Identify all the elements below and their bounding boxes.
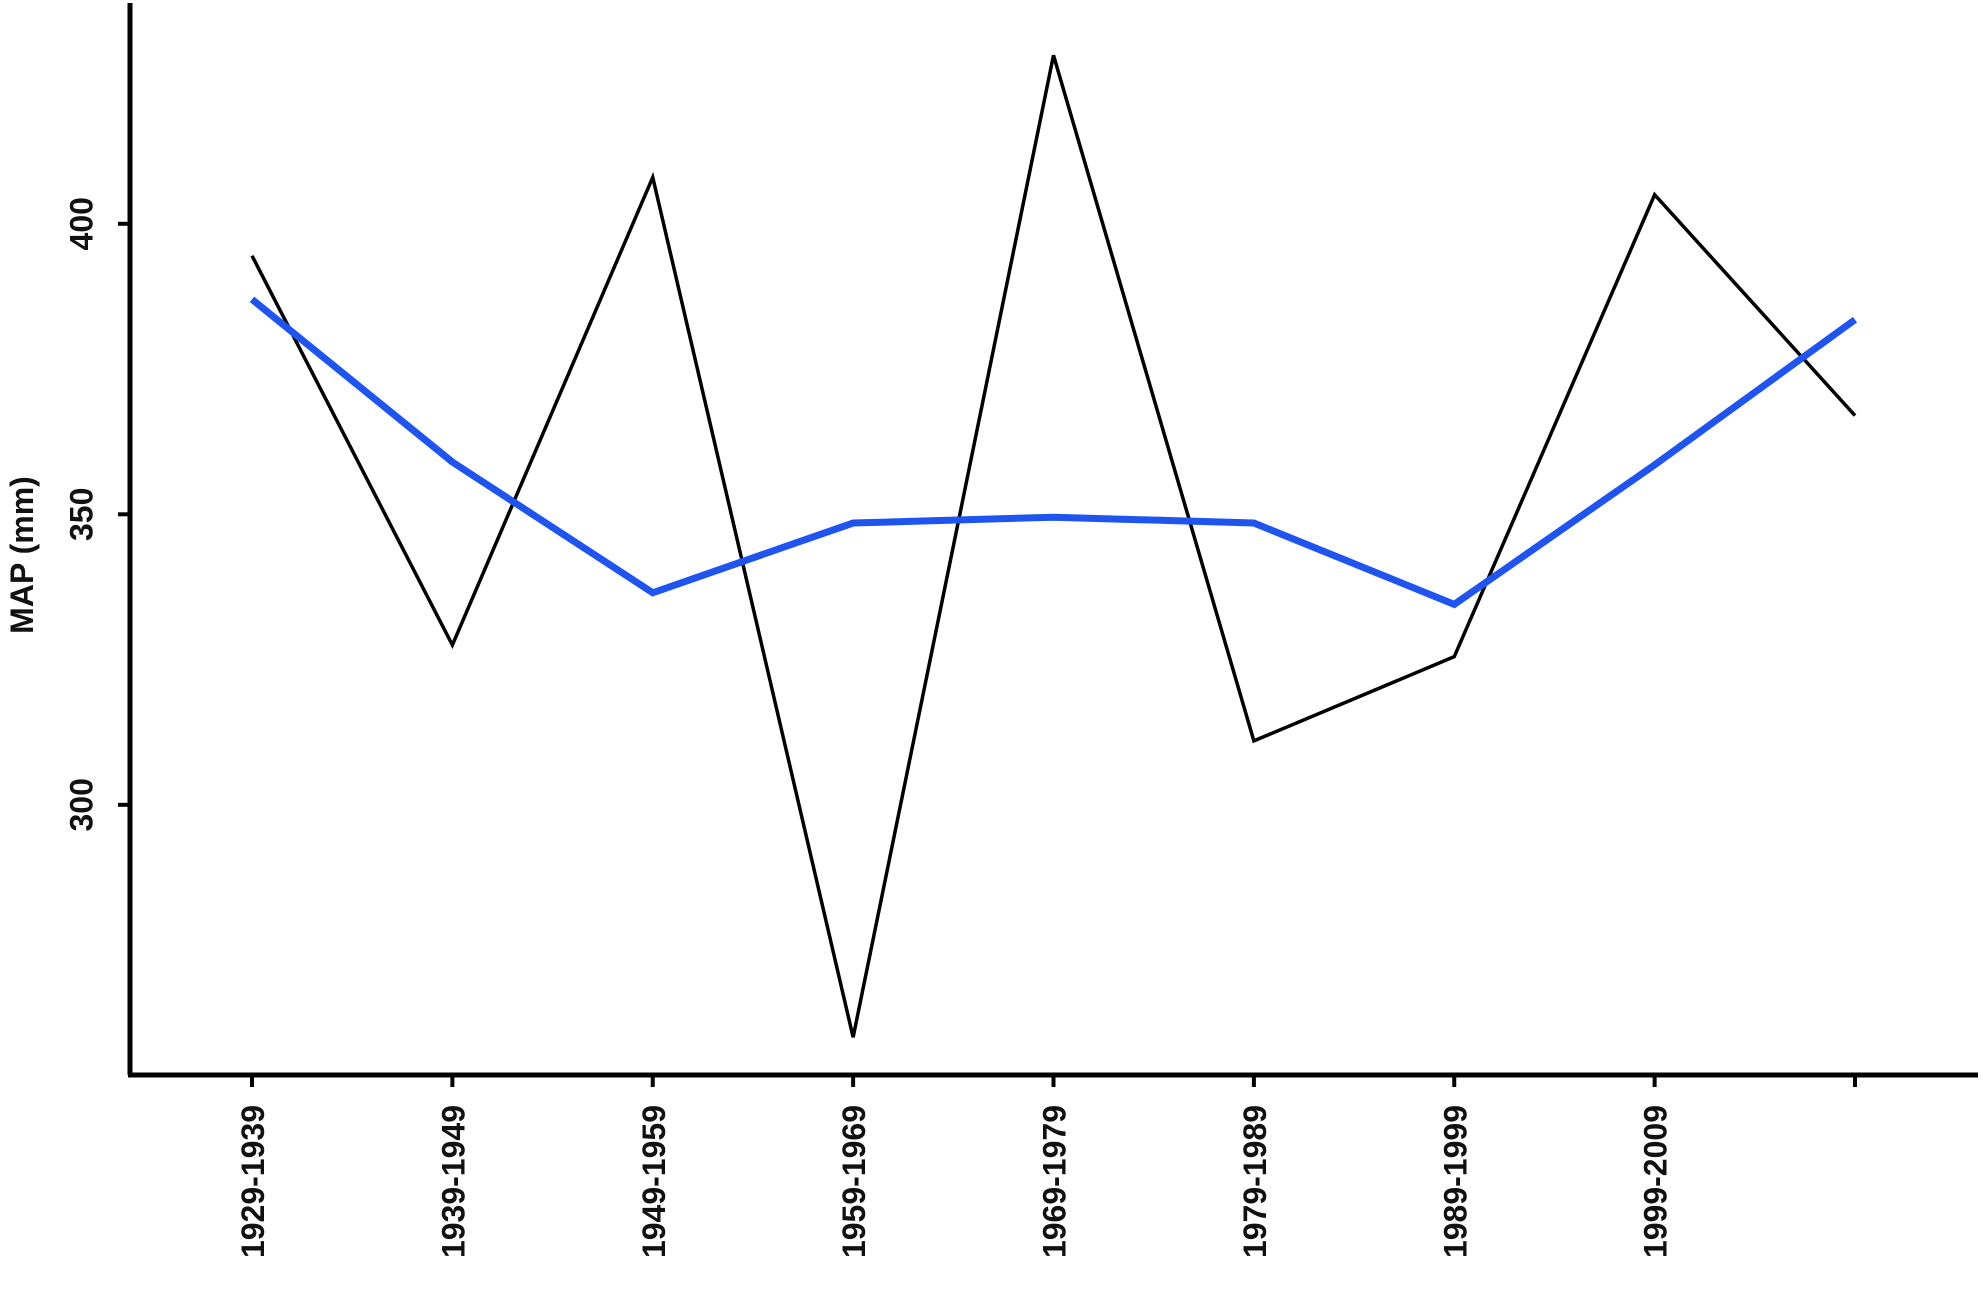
x-tick-label: 1959-1969 [836, 1105, 872, 1258]
y-tick-label: 400 [63, 197, 99, 250]
y-axis-label: MAP (mm) [4, 476, 40, 634]
y-tick-label: 350 [63, 488, 99, 541]
y-tick-label: 300 [63, 778, 99, 831]
axes [127, 3, 1978, 1078]
x-axis-ticks: 1929-1939 1939-1949 1949-1959 1959-1969 1969… [235, 1075, 1857, 1258]
series-layer [249, 54, 1858, 1038]
y-axis-ticks: 300 350 400 [63, 197, 130, 832]
series-line-2 [249, 296, 1858, 609]
x-tick-label: 1979-1989 [1237, 1105, 1273, 1258]
x-tick-label: 1949-1959 [636, 1105, 672, 1258]
x-tick-label: 1929-1939 [235, 1105, 271, 1258]
series-line-1 [250, 54, 1857, 1038]
x-tick-label: 1939-1949 [435, 1105, 471, 1258]
x-tick-label: 1989-1999 [1437, 1105, 1473, 1258]
x-tick-label: 1999-2009 [1638, 1105, 1674, 1258]
x-tick-label: 1969-1979 [1037, 1105, 1073, 1258]
